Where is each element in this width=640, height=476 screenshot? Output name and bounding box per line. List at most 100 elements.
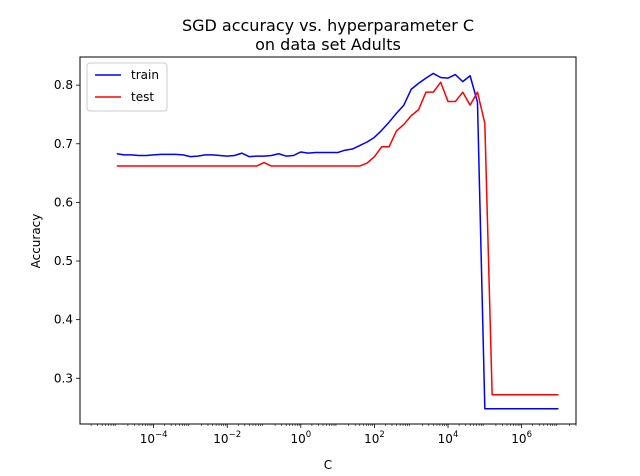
data-point-train (138, 155, 140, 157)
chart-title-line-1: SGD accuracy vs. hyperparameter C (182, 16, 474, 35)
data-point-test (381, 146, 383, 148)
data-point-test (359, 165, 361, 167)
data-point-train (123, 154, 125, 156)
data-point-train (116, 153, 118, 155)
x-tick-label: 100 (290, 430, 311, 446)
data-point-train (440, 77, 442, 79)
data-point-train (167, 153, 169, 155)
data-point-train (462, 81, 464, 83)
data-point-train (499, 408, 501, 410)
x-axis-ticks: 10−4 10−2 100 102 104 106 (90, 424, 577, 446)
data-point-train (410, 88, 412, 90)
data-point-test (462, 91, 464, 93)
data-point-test (212, 165, 214, 167)
y-tick-label: 0.4 (54, 313, 73, 327)
data-point-train (344, 149, 346, 151)
data-point-train (145, 155, 147, 157)
data-point-train (337, 152, 339, 154)
y-tick-label: 0.3 (54, 371, 73, 385)
data-point-test (226, 165, 228, 167)
data-point-train (484, 408, 486, 410)
data-point-train (432, 73, 434, 75)
data-point-test (248, 165, 250, 167)
data-point-train (329, 152, 331, 154)
data-point-train (197, 155, 199, 157)
data-point-train (212, 154, 214, 156)
data-point-test (432, 91, 434, 93)
data-point-train (285, 155, 287, 157)
data-point-test (374, 156, 376, 158)
data-point-train (418, 82, 420, 84)
data-point-test (396, 130, 398, 132)
data-point-test (204, 165, 206, 167)
data-point-test (425, 91, 427, 93)
data-point-train (241, 152, 243, 154)
data-point-test (234, 165, 236, 167)
y-tick-label: 0.6 (54, 195, 73, 209)
legend-label-train: train (131, 68, 159, 82)
data-point-test (558, 394, 560, 396)
data-point-train (521, 408, 523, 410)
data-point-train (256, 155, 258, 157)
legend: train test (86, 62, 168, 112)
y-tick-label: 0.7 (54, 137, 73, 151)
data-point-test (366, 162, 368, 164)
data-point-test (403, 124, 405, 126)
data-point-train (248, 156, 250, 158)
data-point-train (506, 408, 508, 410)
data-point-test (337, 165, 339, 167)
chart-title-line-2: on data set Adults (255, 35, 401, 54)
data-point-train (351, 148, 353, 150)
data-point-train (322, 152, 324, 154)
data-point-train (234, 155, 236, 157)
data-point-train (558, 408, 560, 410)
data-point-train (315, 152, 317, 154)
data-point-test (521, 394, 523, 396)
data-point-test (190, 165, 192, 167)
data-point-test (410, 115, 412, 117)
data-point-test (315, 165, 317, 167)
data-point-train (204, 154, 206, 156)
x-tick-label: 10−2 (213, 430, 241, 446)
data-point-test (506, 394, 508, 396)
data-point-train (160, 153, 162, 155)
data-point-train (491, 408, 493, 410)
data-point-test (131, 165, 133, 167)
data-point-test (477, 91, 479, 93)
data-point-train (535, 408, 537, 410)
data-point-train (182, 154, 184, 156)
data-point-train (153, 154, 155, 156)
data-point-train (550, 408, 552, 410)
x-axis-label: C (324, 458, 332, 472)
data-point-test (167, 165, 169, 167)
data-point-train (469, 75, 471, 77)
data-point-test (528, 394, 530, 396)
data-point-train (131, 154, 133, 156)
data-point-train (454, 74, 456, 76)
data-point-train (359, 145, 361, 147)
data-point-train (396, 112, 398, 114)
data-point-test (535, 394, 537, 396)
data-point-test (197, 165, 199, 167)
data-point-train (374, 136, 376, 138)
axes-frame (79, 56, 577, 425)
data-point-train (270, 155, 272, 157)
legend-label-test: test (131, 90, 154, 104)
data-point-test (175, 165, 177, 167)
data-point-test (300, 165, 302, 167)
series-line-test (116, 81, 559, 396)
data-point-test (499, 394, 501, 396)
data-point-train (477, 101, 479, 103)
data-point-train (425, 77, 427, 79)
x-tick-label: 106 (511, 430, 532, 446)
data-point-test (484, 122, 486, 124)
x-tick-label: 104 (438, 430, 459, 446)
data-point-test (293, 165, 295, 167)
data-point-test (285, 165, 287, 167)
data-point-test (145, 165, 147, 167)
data-point-test (263, 162, 265, 164)
data-point-test (153, 165, 155, 167)
data-point-train (190, 156, 192, 158)
data-point-train (293, 155, 295, 157)
